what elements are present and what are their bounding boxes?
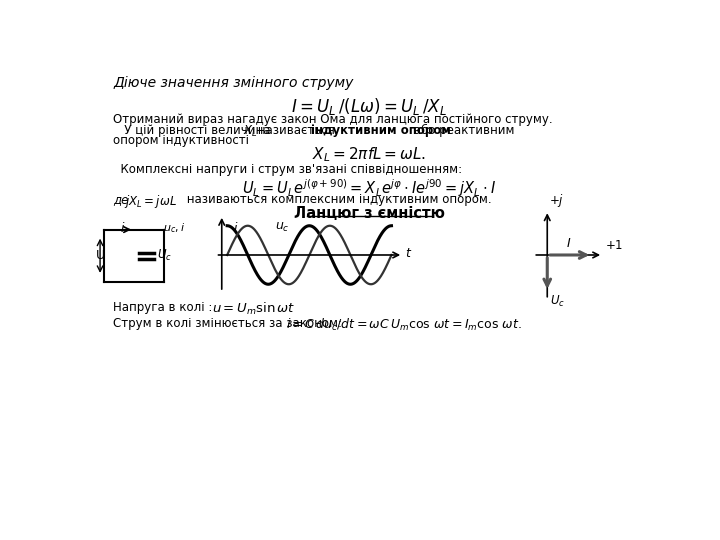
- Text: або реактивним: або реактивним: [410, 124, 515, 137]
- Text: Діюче значення змінного струму: Діюче значення змінного струму: [113, 76, 354, 90]
- Text: $+1$: $+1$: [605, 239, 623, 252]
- Text: $U_c$: $U_c$: [157, 248, 172, 264]
- Text: $i = C\, du_c/dt =\omega C\, U_m\cos\,\omega t= I_m\cos\,\omega t.$: $i = C\, du_c/dt =\omega C\, U_m\cos\,\o…: [286, 318, 522, 334]
- Text: $jX_L=j\omega L$: $jX_L=j\omega L$: [124, 193, 177, 211]
- Text: У цій рівності величина: У цій рівності величина: [113, 124, 274, 137]
- Text: $i$: $i$: [233, 221, 238, 235]
- Text: $u=U_m\sin\omega t$: $u=U_m\sin\omega t$: [212, 301, 296, 318]
- Text: $i$: $i$: [120, 221, 125, 235]
- Text: опором індуктивності: опором індуктивності: [113, 134, 249, 147]
- Text: називається: називається: [254, 124, 339, 137]
- Text: I: I: [567, 238, 571, 251]
- Text: $X_L$: $X_L$: [243, 124, 258, 139]
- Text: U: U: [96, 249, 105, 262]
- Text: $I =U_{L}\, /(L\omega) =U_{L}\, / X_{L}$: $I =U_{L}\, /(L\omega) =U_{L}\, / X_{L}$: [291, 96, 447, 117]
- Text: $X_L=2\pi f L=\omega L.$: $X_L=2\pi f L=\omega L.$: [312, 146, 426, 164]
- Text: $U_L = U_L e^{j(\varphi+90)} = X_L e^{j\varphi} \cdot Ie^{j90} = jX_L \cdot I$: $U_L = U_L e^{j(\varphi+90)} = X_L e^{j\…: [242, 177, 496, 199]
- Text: називаються комплексним індуктивним опором.: називаються комплексним індуктивним опор…: [183, 193, 492, 206]
- Text: Ланцюг з ємністю: Ланцюг з ємністю: [294, 206, 444, 221]
- Text: Напруга в колі :: Напруга в колі :: [113, 301, 217, 314]
- Text: Комплексні напруги і струм зв'язані співвідношенням:: Комплексні напруги і струм зв'язані спів…: [113, 163, 462, 176]
- Text: де: де: [113, 193, 132, 206]
- Text: Отриманий вираз нагадує закон Ома для ланцюга постійного струму.: Отриманий вираз нагадує закон Ома для ла…: [113, 113, 553, 126]
- Text: $+j$: $+j$: [549, 192, 564, 209]
- Text: $u_c$: $u_c$: [275, 221, 289, 234]
- Text: $U_c$: $U_c$: [550, 294, 565, 308]
- Text: $t$: $t$: [405, 247, 412, 260]
- Text: індуктивним опором: індуктивним опором: [311, 124, 451, 137]
- Text: $u_c, i$: $u_c, i$: [163, 221, 185, 235]
- Text: Струм в колі змінюється за законом:: Струм в колі змінюється за законом:: [113, 318, 346, 330]
